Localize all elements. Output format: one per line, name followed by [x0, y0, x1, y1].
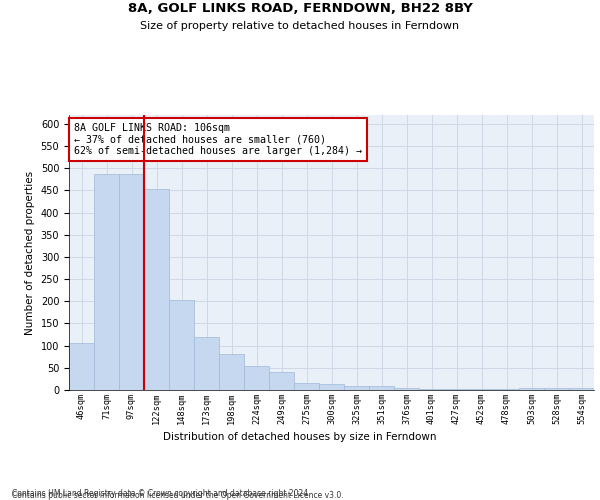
Text: 8A GOLF LINKS ROAD: 106sqm
← 37% of detached houses are smaller (760)
62% of sem: 8A GOLF LINKS ROAD: 106sqm ← 37% of deta… [74, 123, 362, 156]
Bar [269, 372, 294, 390]
Bar [69, 344, 94, 390]
Bar [444, 389, 469, 390]
Bar [169, 300, 194, 390]
Bar [419, 388, 444, 390]
Bar [244, 366, 269, 390]
Y-axis label: Number of detached properties: Number of detached properties [25, 170, 35, 334]
Bar [394, 388, 419, 390]
Bar [494, 389, 519, 390]
Bar [294, 383, 319, 390]
Bar [469, 389, 494, 390]
Bar [544, 388, 569, 390]
Text: Contains public sector information licensed under the Open Government Licence v3: Contains public sector information licen… [12, 491, 344, 500]
Bar [519, 388, 544, 390]
Text: Size of property relative to detached houses in Ferndown: Size of property relative to detached ho… [140, 21, 460, 31]
Bar [219, 354, 244, 390]
Bar [344, 386, 369, 390]
Text: Distribution of detached houses by size in Ferndown: Distribution of detached houses by size … [163, 432, 437, 442]
Bar [94, 174, 119, 390]
Bar [569, 388, 594, 390]
Bar [144, 189, 169, 390]
Bar [319, 384, 344, 390]
Text: 8A, GOLF LINKS ROAD, FERNDOWN, BH22 8BY: 8A, GOLF LINKS ROAD, FERNDOWN, BH22 8BY [128, 2, 472, 16]
Bar [119, 174, 144, 390]
Bar [369, 386, 394, 390]
Bar [194, 337, 219, 390]
Text: Contains HM Land Registry data © Crown copyright and database right 2024.: Contains HM Land Registry data © Crown c… [12, 488, 311, 498]
